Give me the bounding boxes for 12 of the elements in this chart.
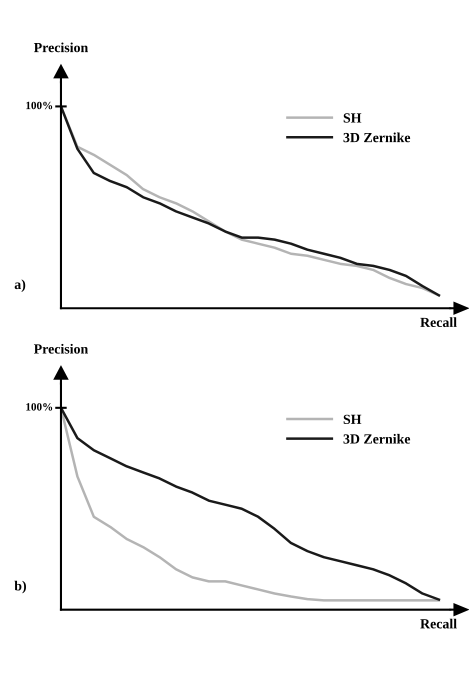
legend-label: 3D Zernike <box>344 132 410 142</box>
text: a) <box>14 279 26 292</box>
legend-label: SH <box>344 113 362 123</box>
text: 100% <box>26 403 52 411</box>
legend-label: SH <box>344 414 362 424</box>
y-axis-title: Precision <box>34 344 88 354</box>
text: b) <box>14 580 26 594</box>
y-axis-title: Precision <box>34 42 88 52</box>
x-axis-title: Recall <box>420 317 457 328</box>
x-axis-title: Recall <box>420 618 457 628</box>
text: 100% <box>26 102 52 110</box>
legend-label: 3D Zernike <box>344 434 410 444</box>
